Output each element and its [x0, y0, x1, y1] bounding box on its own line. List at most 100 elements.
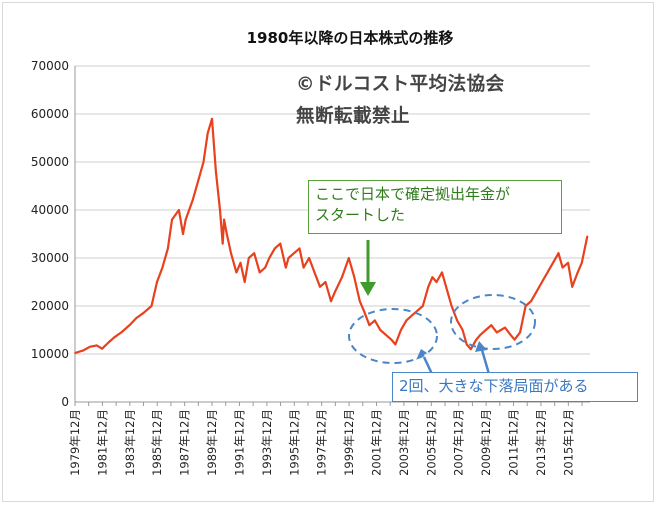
x-tick-label: 1989年12月 [205, 409, 219, 476]
x-tick-label: 1995年12月 [287, 409, 301, 476]
data-point [221, 242, 224, 245]
blue-arrow-left-shaft [422, 356, 434, 375]
data-point [135, 317, 138, 319]
data-point [95, 344, 98, 347]
chart-title: 1980年以降の日本株式の推移 [247, 29, 454, 47]
annotation-downturns: 2回、大きな下落局面がある [392, 372, 638, 402]
x-tick-label: 2001年12月 [369, 409, 383, 476]
data-point [101, 347, 103, 350]
y-tick-label-20000: 20000 [31, 299, 69, 313]
blue-arrow-right-head [475, 341, 487, 352]
data-point [469, 348, 472, 351]
data-point [456, 319, 458, 322]
data-point [461, 329, 464, 331]
blue-arrow-right-shaft [480, 349, 491, 375]
y-tick-label-0: 0 [61, 395, 69, 409]
data-point [427, 285, 430, 288]
x-tick-label: 1999年12月 [342, 409, 356, 476]
data-point [191, 199, 194, 202]
y-tick-label-60000: 60000 [31, 107, 69, 121]
data-point [247, 257, 250, 259]
data-point [108, 341, 110, 343]
data-point [465, 343, 468, 346]
data-point [561, 266, 564, 269]
data-point [197, 180, 200, 183]
data-point [450, 305, 453, 307]
data-point [82, 349, 84, 352]
data-point [178, 209, 180, 211]
data-point [394, 343, 397, 346]
data-point [557, 252, 560, 255]
x-tick-label: 1979年12月 [68, 409, 82, 476]
data-point [358, 300, 361, 303]
data-point [308, 257, 310, 259]
data-point [509, 333, 512, 336]
data-point [513, 338, 516, 341]
x-tick-label: 1981年12月 [95, 409, 109, 476]
data-point [284, 266, 287, 269]
data-point [230, 252, 232, 255]
data-point [530, 300, 532, 303]
data-point [541, 281, 543, 283]
data-point [353, 276, 356, 279]
data-point [490, 324, 493, 327]
x-tick-label: 1985年12月 [150, 409, 164, 476]
data-point [268, 257, 271, 259]
data-point [500, 329, 502, 331]
data-point [567, 261, 569, 264]
data-point [219, 209, 221, 211]
annotation-dc-start: ここで日本で確定拠出年金が スタートした [308, 180, 562, 234]
data-point [239, 261, 242, 264]
data-point [258, 271, 261, 274]
annotation-downturns-line-1: 2回、大きな下落局面がある [399, 377, 589, 395]
data-point [302, 266, 305, 269]
data-point [384, 333, 387, 336]
green-arrow-head [360, 282, 376, 296]
data-point [202, 161, 205, 163]
data-point [495, 331, 498, 334]
data-point [400, 329, 402, 331]
series-line-0 [74, 117, 589, 355]
data-point [279, 242, 282, 245]
data-point [171, 218, 173, 221]
data-point [142, 312, 145, 315]
annotation-arrows [360, 240, 491, 375]
data-point [324, 281, 327, 283]
data-point [319, 285, 321, 288]
data-point [113, 336, 116, 339]
data-point [334, 290, 336, 293]
x-tick-label: 1993年12月 [260, 409, 274, 476]
data-point [341, 276, 343, 279]
data-point [264, 266, 267, 269]
data-point [535, 290, 538, 293]
data-point [421, 305, 424, 307]
y-tick-label-40000: 40000 [31, 203, 69, 217]
y-tick-label-70000: 70000 [31, 59, 69, 73]
data-point [206, 132, 209, 135]
gridlines [74, 65, 590, 403]
data-point [347, 257, 350, 259]
data-point [215, 170, 217, 173]
data-point [330, 300, 332, 303]
data-point [580, 261, 583, 264]
data-point [445, 285, 447, 288]
x-axis-ticks: 1979年12月 1981年12月 1983年12月 1985年12月 1987年12月… [68, 402, 583, 476]
data-point [576, 271, 579, 274]
data-point [273, 247, 276, 250]
data-point [120, 331, 123, 334]
data-point [390, 338, 393, 341]
x-tick-label: 1997年12月 [315, 409, 329, 476]
data-point [184, 218, 187, 221]
data-point [161, 266, 164, 269]
data-point [416, 309, 419, 312]
series-layer [74, 117, 589, 355]
data-point [379, 329, 382, 331]
data-point [211, 117, 213, 120]
annotation-dc-start-line-1: ここで日本で確定拠出年金が [315, 185, 511, 203]
data-point [128, 324, 131, 327]
x-tick-label: 2011年12月 [507, 409, 521, 476]
data-point [368, 324, 371, 327]
y-axis-ticks: 0 10000 20000 30000 40000 50000 60000 70000 [31, 59, 69, 409]
data-point [435, 281, 438, 283]
